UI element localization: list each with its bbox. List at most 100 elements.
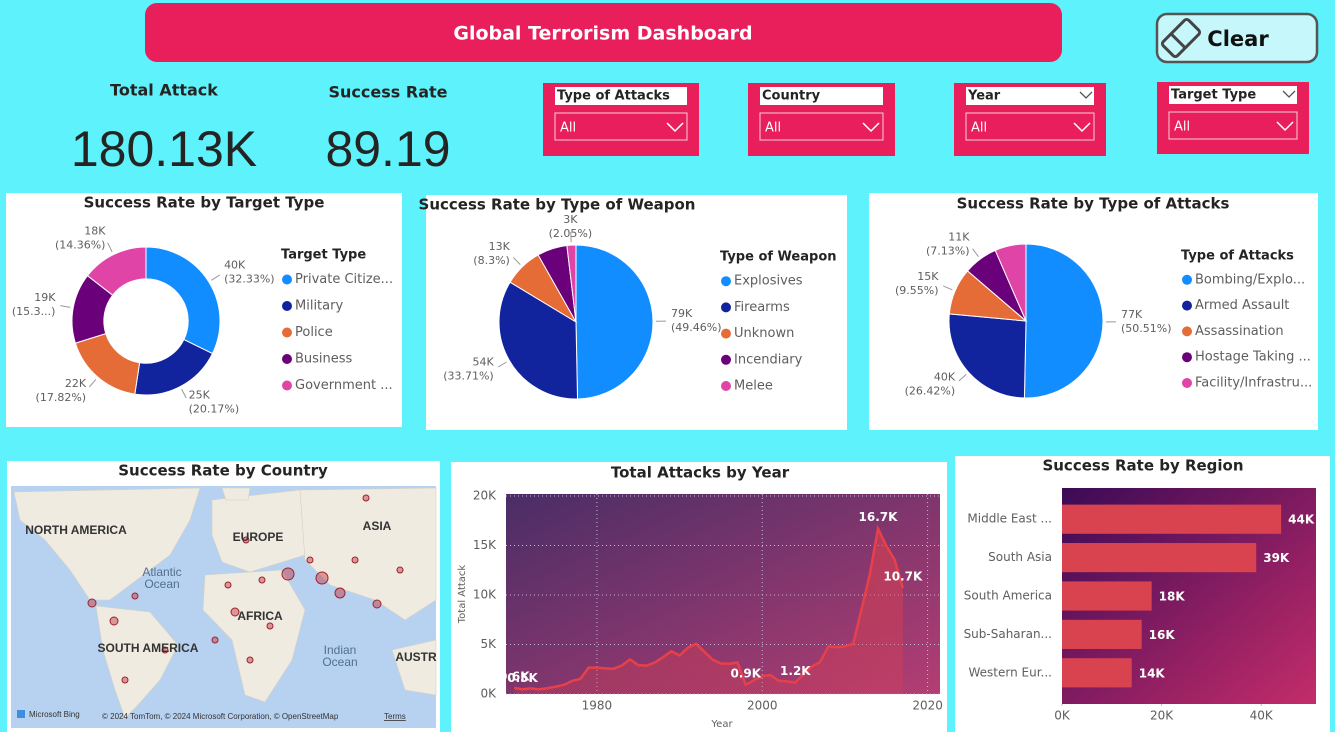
kpi-label: Total Attack [110, 81, 218, 100]
legend-label[interactable]: Unknown [734, 326, 794, 341]
legend-label[interactable]: Police [295, 325, 333, 340]
map-logo: Microsoft Bing [29, 710, 80, 719]
legend-swatch [282, 354, 292, 364]
y-tick-label: 10K [473, 587, 497, 601]
leader-line [497, 361, 507, 368]
legend-label[interactable]: Assassination [1195, 324, 1284, 339]
slice [566, 244, 577, 323]
legend-swatch [282, 327, 292, 338]
legend-label[interactable]: Incendiary [734, 352, 803, 367]
legend-swatch [1182, 378, 1192, 388]
map-label: Atlantic [142, 565, 181, 579]
legend-swatch [721, 381, 731, 391]
data-label: 77K [1121, 308, 1143, 321]
legend-label[interactable]: Business [295, 352, 353, 367]
slicer-header [760, 87, 883, 105]
data-label: 40K [224, 258, 246, 271]
data-label: 3K [563, 213, 578, 226]
clear-button-frame[interactable] [1155, 12, 1319, 64]
kpi-value: 89.19 [325, 121, 450, 177]
legend-swatch [1182, 352, 1192, 363]
legend-label[interactable]: Firearms [734, 300, 790, 315]
legend-swatch [721, 302, 731, 313]
slice [948, 313, 1027, 399]
data-label: 0.5K [507, 671, 538, 685]
slicer-label: Type of Attacks [557, 89, 670, 104]
data-label: (7.13%) [926, 245, 970, 258]
map-attribution: © 2024 TomTom, © 2024 Microsoft Corporat… [102, 712, 339, 721]
legend-title: Type of Weapon [720, 250, 837, 265]
legend-label[interactable]: Bombing/Explo... [1195, 272, 1305, 287]
map-label: ASIA [363, 519, 392, 533]
dropdown-value: All [765, 121, 781, 136]
chevron [862, 122, 880, 133]
dropdown[interactable] [759, 112, 884, 141]
leader-line [211, 274, 221, 281]
bar[interactable] [1062, 543, 1257, 573]
legend-label[interactable]: Military [295, 299, 343, 314]
chevron [1276, 121, 1294, 132]
map-label: Indian [324, 643, 357, 657]
data-label: 14K [1139, 666, 1166, 680]
legend-label[interactable]: Armed Assault [1195, 298, 1289, 313]
legend-label[interactable]: Government ... [295, 378, 393, 393]
chart-title: Success Rate by Country [118, 462, 328, 480]
data-label: 25K [189, 389, 211, 402]
leader-line [972, 248, 979, 257]
slicer-header [1169, 86, 1297, 104]
chart-title: Total Attacks by Year [611, 464, 790, 482]
chevron [1073, 122, 1091, 133]
legend-label[interactable]: Melee [734, 379, 773, 394]
dropdown[interactable] [1168, 111, 1298, 140]
legend-swatch [282, 274, 292, 285]
clear-button[interactable]: Clear [1155, 12, 1319, 64]
leader-line [942, 285, 953, 291]
data-label: 16K [1149, 628, 1176, 642]
data-label: (15.3...) [12, 305, 56, 318]
title-bar [145, 3, 1062, 62]
map-label: EUROPE [233, 530, 284, 544]
data-label: (9.55%) [895, 284, 939, 297]
data-label: 54K [473, 356, 495, 369]
bar[interactable] [1062, 619, 1142, 649]
bar[interactable] [1062, 581, 1152, 611]
legend-label[interactable]: Facility/Infrastru... [1195, 376, 1312, 391]
dropdown-value: All [971, 121, 987, 136]
bar[interactable] [1062, 504, 1282, 534]
data-label: 10.7K [883, 570, 923, 584]
slicer-label: Country [762, 89, 821, 104]
leader-line [88, 379, 97, 388]
x-tick-label: 40K [1250, 709, 1274, 723]
y-tick-label: Western Eur... [969, 665, 1053, 679]
slice [1023, 243, 1104, 399]
map[interactable]: NORTH AMERICA EUROPE ASIA Atlantic Ocean… [11, 486, 437, 728]
leader-line [60, 305, 71, 308]
map-label: AFRICA [237, 609, 283, 623]
line [514, 524, 905, 691]
dropdown[interactable] [965, 112, 1095, 141]
slicer-header [555, 87, 687, 105]
clear-label[interactable]: Clear [1207, 27, 1269, 51]
data-label: 1.2K [780, 664, 811, 678]
legend-label[interactable]: Private Citize... [295, 272, 393, 287]
leader-line [107, 242, 113, 253]
legend-swatch [282, 301, 292, 311]
data-label: 22K [65, 377, 87, 390]
kpi-value: 180.13K [71, 121, 257, 177]
x-tick-label: 2000 [747, 699, 778, 713]
legend-label[interactable]: Explosives [734, 274, 803, 289]
data-label: (49.46%) [671, 321, 722, 334]
data-label: 16.7K [859, 510, 899, 524]
x-tick-label: 1980 [582, 699, 613, 713]
data-label: 40K [934, 370, 956, 383]
bar[interactable] [1062, 658, 1132, 688]
axis-title: Year [710, 719, 733, 730]
chart-title: Success Rate by Region [1042, 457, 1243, 475]
map-terms[interactable]: Terms [384, 712, 406, 721]
legend-swatch [721, 354, 731, 365]
dropdown[interactable] [554, 112, 688, 141]
data-label: 44K [1288, 513, 1315, 527]
legend-label[interactable]: Hostage Taking ... [1195, 350, 1311, 365]
